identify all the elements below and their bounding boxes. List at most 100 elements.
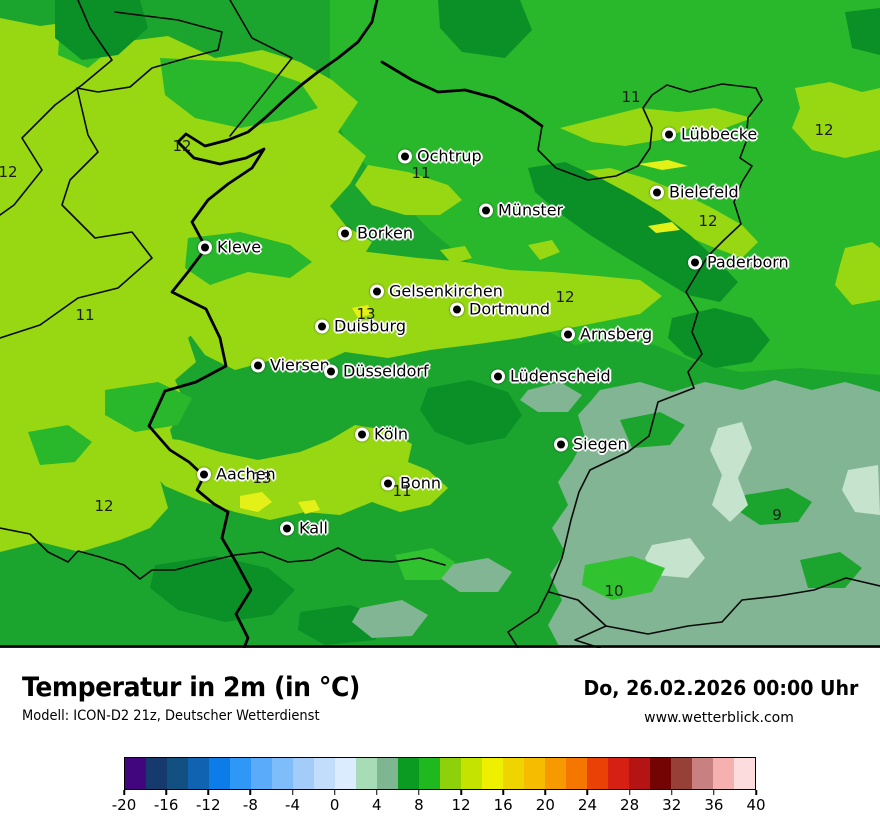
legend-segment bbox=[608, 758, 629, 789]
legend-segment bbox=[566, 758, 587, 789]
legend-tick bbox=[123, 790, 125, 795]
legend-segment bbox=[272, 758, 293, 789]
legend-tick bbox=[670, 790, 673, 795]
station-temperature-value: 13 bbox=[252, 469, 272, 487]
city-dot-icon bbox=[450, 302, 464, 316]
city-label: Duisburg bbox=[334, 316, 406, 336]
city-dot-icon bbox=[370, 284, 384, 298]
city-dot-icon bbox=[198, 240, 212, 254]
legend-segment bbox=[377, 758, 398, 789]
legend-segment bbox=[503, 758, 524, 789]
state-borders bbox=[0, 0, 880, 648]
station-temperature-value: 13 bbox=[356, 305, 376, 323]
legend-segment bbox=[251, 758, 272, 789]
city-dot-icon bbox=[662, 127, 676, 141]
city-label: Bonn bbox=[400, 473, 442, 493]
legend-tick-label: -12 bbox=[196, 796, 221, 814]
city-marker: Düsseldorf bbox=[324, 362, 429, 381]
legend-tick-label: 4 bbox=[372, 796, 382, 814]
legend-tick-labels: -20 -16 -12 -8 -4 0 4 8 12 16 20 24 28 32 36 40 bbox=[112, 796, 766, 814]
legend-tick bbox=[376, 790, 378, 795]
legend-segment bbox=[629, 758, 650, 789]
city-label: Münster bbox=[498, 200, 564, 220]
legend-tick bbox=[628, 790, 631, 795]
city-label: Köln bbox=[374, 424, 409, 444]
legend-segment bbox=[419, 758, 440, 789]
legend-segment bbox=[545, 758, 566, 789]
legend-segment bbox=[167, 758, 188, 789]
legend-segment bbox=[587, 758, 608, 789]
city-label: Düsseldorf bbox=[343, 361, 429, 381]
city-dot-icon bbox=[554, 437, 568, 451]
legend-segment bbox=[524, 758, 545, 789]
legend-ticks bbox=[123, 790, 757, 796]
legend-tick-label: 20 bbox=[535, 796, 555, 814]
city-dot-icon bbox=[650, 185, 664, 199]
city-label: Lüdenscheid bbox=[510, 366, 611, 386]
city-dot-icon bbox=[561, 327, 575, 341]
legend-tick-label: -8 bbox=[242, 796, 258, 814]
city-dot-icon bbox=[398, 149, 412, 163]
footer: Temperatur in 2m (in °C) Modell: ICON-D2… bbox=[0, 648, 880, 830]
city-marker: Bonn bbox=[381, 474, 441, 493]
city-marker: Lüdenscheid bbox=[491, 367, 611, 386]
city-marker: Paderborn bbox=[688, 253, 789, 272]
city-marker: Gelsenkirchen bbox=[370, 282, 503, 301]
legend-tick-label: -20 bbox=[111, 796, 137, 814]
legend-segment bbox=[125, 758, 146, 789]
city-label: Dortmund bbox=[469, 299, 550, 319]
legend-tick bbox=[586, 790, 589, 795]
legend-segment bbox=[440, 758, 461, 789]
station-temperature-value: 11 bbox=[621, 88, 641, 106]
station-temperature-value: 12 bbox=[172, 137, 192, 155]
station-temperature-value: 9 bbox=[772, 506, 782, 524]
legend-tick bbox=[418, 790, 420, 795]
city-label: Lübbecke bbox=[681, 124, 758, 144]
legend-tick bbox=[165, 790, 167, 795]
city-label: Ochtrup bbox=[417, 146, 482, 166]
map-fill-regions bbox=[0, 0, 880, 648]
city-label: Viersen bbox=[270, 355, 330, 375]
legend-colorbar bbox=[124, 757, 756, 790]
legend-tick-label: -16 bbox=[153, 796, 179, 814]
city-marker: Bielefeld bbox=[650, 183, 739, 202]
city-dot-icon bbox=[355, 427, 369, 441]
legend-segment bbox=[713, 758, 734, 789]
model-info: Modell: ICON-D2 21z, Deutscher Wetterdie… bbox=[22, 708, 320, 724]
city-dot-icon bbox=[197, 467, 211, 481]
legend-tick-label: 28 bbox=[620, 796, 640, 814]
city-dot-icon bbox=[479, 203, 493, 217]
city-marker: Lübbecke bbox=[662, 125, 757, 144]
station-temperature-value: 11 bbox=[411, 164, 431, 182]
city-marker: Kall bbox=[280, 519, 328, 538]
legend-segment bbox=[314, 758, 335, 789]
legend-tick bbox=[502, 790, 504, 795]
legend-tick-label: -4 bbox=[285, 796, 301, 814]
legend-segment bbox=[293, 758, 314, 789]
city-label: Siegen bbox=[573, 434, 628, 454]
legend-segment bbox=[356, 758, 377, 789]
legend-tick bbox=[207, 790, 210, 795]
city-label: Kleve bbox=[217, 237, 262, 257]
city-dot-icon bbox=[251, 358, 265, 372]
legend-tick bbox=[755, 790, 757, 795]
city-dot-icon bbox=[315, 319, 329, 333]
city-dot-icon bbox=[338, 226, 352, 240]
city-label: Kall bbox=[299, 518, 328, 538]
city-marker: Borken bbox=[338, 224, 413, 243]
legend-segment bbox=[734, 758, 755, 789]
legend-segment bbox=[692, 758, 713, 789]
map-graphic bbox=[0, 0, 880, 648]
station-temperature-value: 12 bbox=[555, 288, 575, 306]
city-marker: Dortmund bbox=[450, 300, 550, 319]
station-temperature-value: 12 bbox=[698, 212, 718, 230]
legend-segment bbox=[482, 758, 503, 789]
city-marker: Aachen bbox=[197, 465, 276, 484]
station-temperature-value: 10 bbox=[604, 582, 624, 600]
legend-segment bbox=[230, 758, 251, 789]
legend-segment bbox=[671, 758, 692, 789]
city-label: Borken bbox=[357, 223, 414, 243]
legend-tick bbox=[291, 790, 294, 795]
legend-segment bbox=[209, 758, 230, 789]
